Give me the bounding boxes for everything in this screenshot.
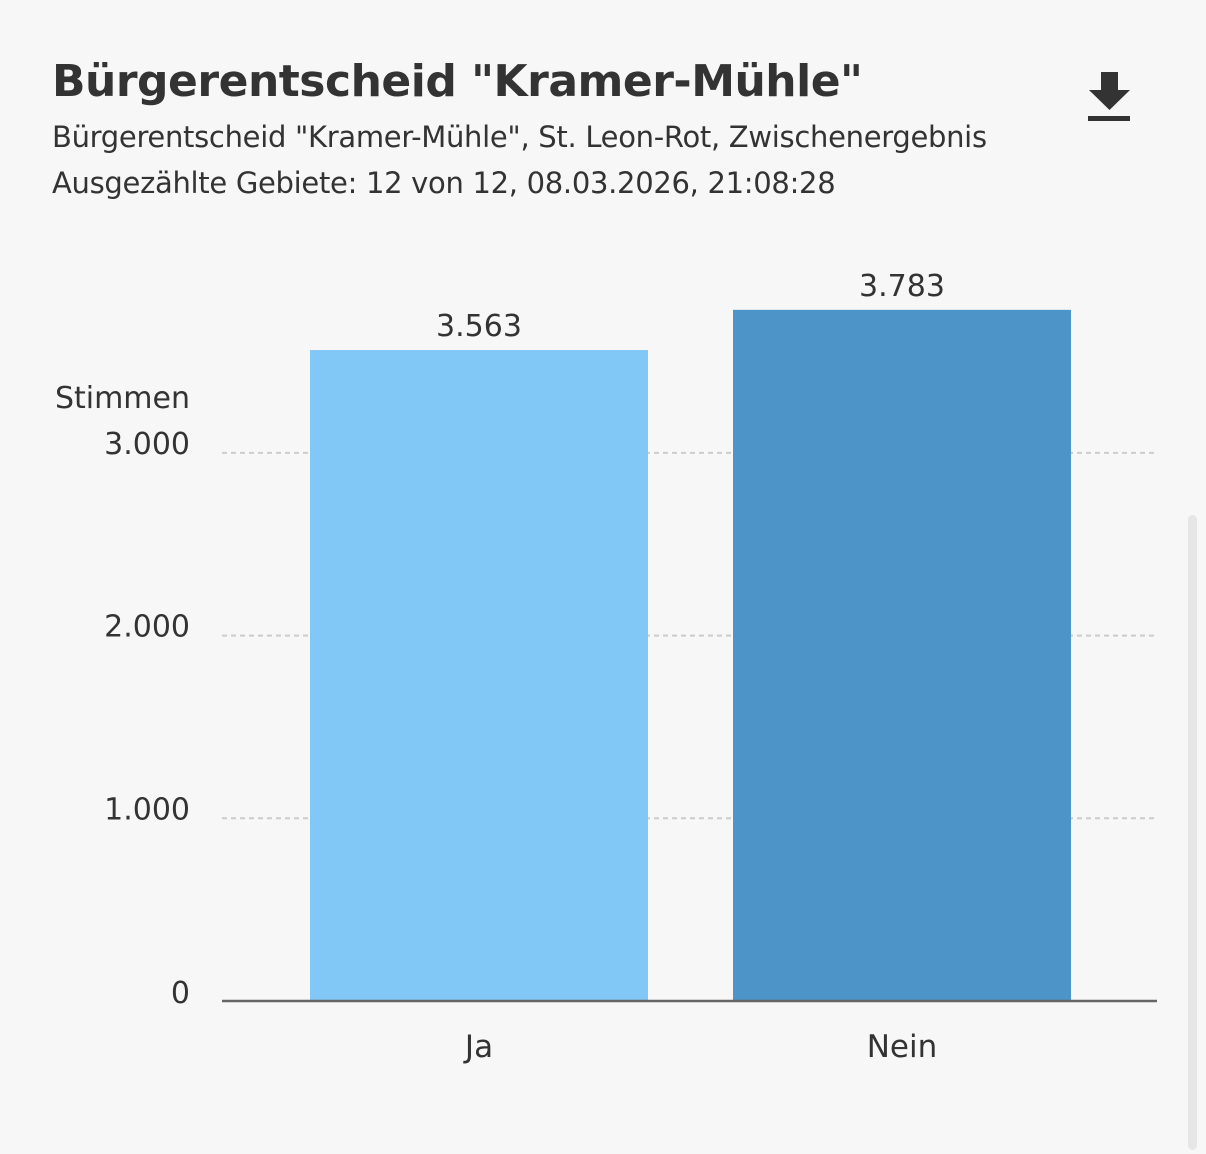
y-tick-label: 3.000 [104,427,190,462]
x-tick-label: Nein [867,1029,938,1065]
count-status: Ausgezählte Gebiete: 12 von 12, 08.03.20… [52,166,836,200]
chart-subtitle: Bürgerentscheid "Kramer-Mühle", St. Leon… [52,120,987,154]
download-button[interactable] [1088,72,1132,124]
y-tick-label: 1.000 [104,792,190,827]
value-label: 3.563 [436,309,522,344]
y-axis-label: Stimmen [55,381,190,416]
download-icon [1088,72,1130,121]
bar-ja [310,350,648,1001]
y-tick-label: 0 [171,976,190,1011]
value-label: 3.783 [859,269,945,304]
bar-nein [733,309,1071,1001]
x-tick-label: Ja [463,1029,493,1065]
y-tick-label: 2.000 [104,610,190,645]
chart-title: Bürgerentscheid "Kramer-Mühle" [52,56,863,107]
scrollbar[interactable] [1188,515,1197,1150]
